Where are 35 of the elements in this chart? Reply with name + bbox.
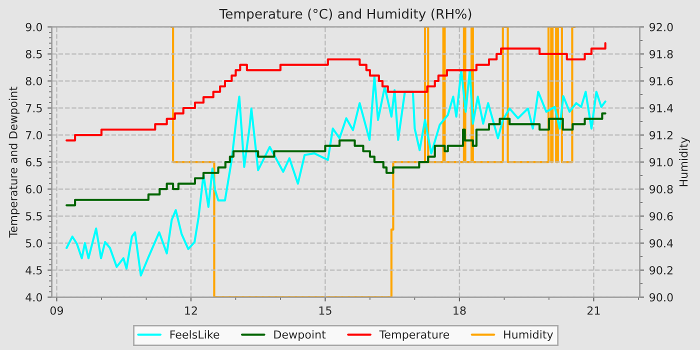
y2-tick-label: 90.4 [650, 239, 673, 248]
y2-tick-label: 90.0 [650, 293, 673, 302]
y2-tick-label: 91.2 [650, 131, 672, 140]
x-tick-label: 09 [50, 306, 64, 315]
y-tick-label: 9.0 [26, 22, 42, 32]
x-tick-label: 18 [454, 306, 466, 315]
x-tick-label: 15 [319, 306, 332, 315]
y2-tick-label: 92.0 [650, 22, 673, 32]
y-tick-label: 4.5 [26, 266, 42, 275]
y2-tick-label: 91.8 [650, 50, 673, 58]
legend-label: FeelsLike [170, 330, 220, 339]
y-tick-label: 8.0 [26, 76, 42, 86]
y-axis-title: Temperature and Dewpoint [8, 86, 20, 238]
line-series [66, 69, 606, 277]
y-tick-label: 7.0 [26, 131, 42, 140]
y2-tick-label: 91.6 [650, 76, 673, 86]
y-tick-label: 4.0 [26, 293, 42, 302]
y-tick-label: 5.0 [26, 239, 42, 248]
y-tick-label: 5.5 [26, 212, 42, 220]
legend-label: Dewpoint [274, 330, 326, 341]
y-tick-label: 6.5 [26, 158, 42, 166]
y2-tick-label: 91.4 [650, 104, 673, 112]
y-tick-label: 7.5 [26, 104, 42, 112]
y2-tick-label: 91.0 [650, 158, 673, 166]
x-tick-label: 21 [587, 306, 600, 315]
y2-axis-title: Humidity [679, 137, 690, 186]
y2-tick-label: 90.2 [650, 266, 672, 275]
x-tick-label: 12 [185, 306, 197, 315]
chart-title: Temperature (°C) and Humidity (RH%) [219, 8, 472, 22]
legend-label: Humidity [504, 330, 554, 341]
y-tick-label: 8.5 [26, 50, 42, 58]
y-tick-label: 6.0 [26, 185, 42, 194]
y2-tick-label: 90.6 [650, 212, 673, 220]
y2-tick-label: 90.8 [650, 185, 673, 194]
legend-label: Temperature [379, 330, 450, 341]
